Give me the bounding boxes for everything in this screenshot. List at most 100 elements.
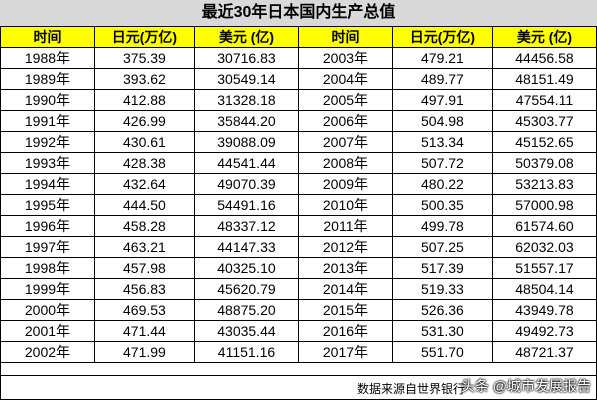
- cell-jpy-left: 412.88: [93, 89, 195, 111]
- cell-jpy-right: 479.21: [391, 47, 493, 69]
- cell-jpy-left: 426.99: [93, 110, 195, 132]
- cell-usd-left: 35844.20: [193, 110, 299, 132]
- cell-year-right: 2007年: [297, 131, 393, 153]
- cell-usd-right: 51557.17: [491, 257, 597, 279]
- table-row: 1989年 393.62 30549.14 2004年 489.77 48151.49: [0, 68, 597, 90]
- cell-usd-right: 43949.78: [491, 299, 597, 321]
- table-row: 1990年 412.88 31328.18 2005年 497.91 47554.11: [0, 89, 597, 111]
- cell-usd-left: 44541.44: [193, 152, 299, 174]
- cell-year-left: 1994年: [0, 173, 95, 195]
- cell-usd-left: 44147.33: [193, 236, 299, 258]
- cell-usd-left: 40325.10: [193, 257, 299, 279]
- cell-year-right: 2010年: [297, 194, 393, 216]
- cell-jpy-left: 463.21: [93, 236, 195, 258]
- cell-year-left: 1998年: [0, 257, 95, 279]
- cell-jpy-right: 507.72: [391, 152, 493, 174]
- cell-year-left: 1991年: [0, 110, 95, 132]
- cell-usd-right: 45303.77: [491, 110, 597, 132]
- cell-usd-right: 53213.83: [491, 173, 597, 195]
- cell-jpy-left: 457.98: [93, 257, 195, 279]
- table-footer: 数据来源自世界银行 头条 @城市发展报告: [0, 375, 597, 400]
- cell-usd-right: 62032.03: [491, 236, 597, 258]
- cell-year-left: 1989年: [0, 68, 95, 90]
- cell-usd-left: 49070.39: [193, 173, 299, 195]
- cell-jpy-right: 489.77: [391, 68, 493, 90]
- cell-year-left: 1992年: [0, 131, 95, 153]
- cell-usd-left: 30549.14: [193, 68, 299, 90]
- cell-year-right: 2012年: [297, 236, 393, 258]
- cell-jpy-right: 526.36: [391, 299, 493, 321]
- cell-year-right: 2003年: [297, 47, 393, 69]
- gdp-table: 时间 日元(万亿) 美元 (亿) 时间 日元(万亿) 美元 (亿) 1988年 3…: [0, 26, 597, 363]
- cell-year-left: 1993年: [0, 152, 95, 174]
- cell-year-left: 2000年: [0, 299, 95, 321]
- cell-jpy-left: 456.83: [93, 278, 195, 300]
- table-row: 1996年 458.28 48337.12 2011年 499.78 61574.60: [0, 215, 597, 237]
- cell-jpy-right: 497.91: [391, 89, 493, 111]
- header-year-right: 时间: [297, 26, 393, 48]
- data-source-note: 数据来源自世界银行: [356, 382, 465, 396]
- cell-jpy-right: 500.35: [391, 194, 493, 216]
- cell-jpy-right: 504.98: [391, 110, 493, 132]
- cell-year-right: 2004年: [297, 68, 393, 90]
- cell-usd-left: 43035.44: [193, 320, 299, 342]
- cell-jpy-left: 471.99: [93, 341, 195, 363]
- cell-jpy-right: 480.22: [391, 173, 493, 195]
- cell-usd-left: 31328.18: [193, 89, 299, 111]
- table-row: 1988年 375.39 30716.83 2003年 479.21 44456.58: [0, 47, 597, 69]
- cell-usd-left: 39088.09: [193, 131, 299, 153]
- cell-year-right: 2009年: [297, 173, 393, 195]
- cell-usd-right: 48721.37: [491, 341, 597, 363]
- cell-jpy-right: 513.34: [391, 131, 493, 153]
- cell-usd-left: 41151.16: [193, 341, 299, 363]
- cell-usd-left: 45620.79: [193, 278, 299, 300]
- cell-year-left: 1999年: [0, 278, 95, 300]
- table-row: 2001年 471.44 43035.44 2016年 531.30 49492.73: [0, 320, 597, 342]
- cell-year-right: 2017年: [297, 341, 393, 363]
- cell-year-left: 1990年: [0, 89, 95, 111]
- header-usd-right: 美元 (亿): [491, 26, 597, 48]
- cell-jpy-left: 393.62: [93, 68, 195, 90]
- cell-jpy-right: 499.78: [391, 215, 493, 237]
- cell-usd-right: 48151.49: [491, 68, 597, 90]
- table-title: 最近30年日本国内生产总值: [0, 0, 597, 27]
- cell-usd-right: 61574.60: [491, 215, 597, 237]
- table-row: 2000年 469.53 48875.20 2015年 526.36 43949.78: [0, 299, 597, 321]
- header-year-left: 时间: [0, 26, 95, 48]
- cell-jpy-right: 519.33: [391, 278, 493, 300]
- cell-usd-right: 44456.58: [491, 47, 597, 69]
- cell-year-left: 2001年: [0, 320, 95, 342]
- cell-year-left: 1995年: [0, 194, 95, 216]
- cell-jpy-left: 428.38: [93, 152, 195, 174]
- cell-usd-left: 48875.20: [193, 299, 299, 321]
- cell-usd-left: 48337.12: [193, 215, 299, 237]
- cell-usd-right: 57000.98: [491, 194, 597, 216]
- table-row: 1997年 463.21 44147.33 2012年 507.25 62032.03: [0, 236, 597, 258]
- header-row: 时间 日元(万亿) 美元 (亿) 时间 日元(万亿) 美元 (亿): [0, 26, 597, 48]
- cell-usd-right: 48504.14: [491, 278, 597, 300]
- header-jpy-right: 日元(万亿): [391, 26, 493, 48]
- cell-year-right: 2011年: [297, 215, 393, 237]
- table-row: 1991年 426.99 35844.20 2006年 504.98 45303.77: [0, 110, 597, 132]
- cell-usd-right: 47554.11: [491, 89, 597, 111]
- cell-year-left: 1996年: [0, 215, 95, 237]
- cell-year-right: 2016年: [297, 320, 393, 342]
- table-row: 2002年 471.99 41151.16 2017年 551.70 48721.37: [0, 341, 597, 363]
- cell-jpy-left: 458.28: [93, 215, 195, 237]
- cell-usd-right: 45152.65: [491, 131, 597, 153]
- cell-year-right: 2006年: [297, 110, 393, 132]
- cell-year-left: 2002年: [0, 341, 95, 363]
- table-row: 1995年 444.50 54491.16 2010年 500.35 57000.98: [0, 194, 597, 216]
- watermark: 头条 @城市发展报告: [460, 378, 591, 394]
- table-row: 1998年 457.98 40325.10 2013年 517.39 51557.17: [0, 257, 597, 279]
- table-body: 1988年 375.39 30716.83 2003年 479.21 44456.58 19…: [0, 47, 597, 363]
- cell-year-left: 1988年: [0, 47, 95, 69]
- cell-jpy-right: 551.70: [391, 341, 493, 363]
- cell-usd-left: 30716.83: [193, 47, 299, 69]
- cell-jpy-left: 430.61: [93, 131, 195, 153]
- table-row: 1999年 456.83 45620.79 2014年 519.33 48504.14: [0, 278, 597, 300]
- cell-jpy-left: 471.44: [93, 320, 195, 342]
- cell-jpy-right: 531.30: [391, 320, 493, 342]
- cell-jpy-right: 507.25: [391, 236, 493, 258]
